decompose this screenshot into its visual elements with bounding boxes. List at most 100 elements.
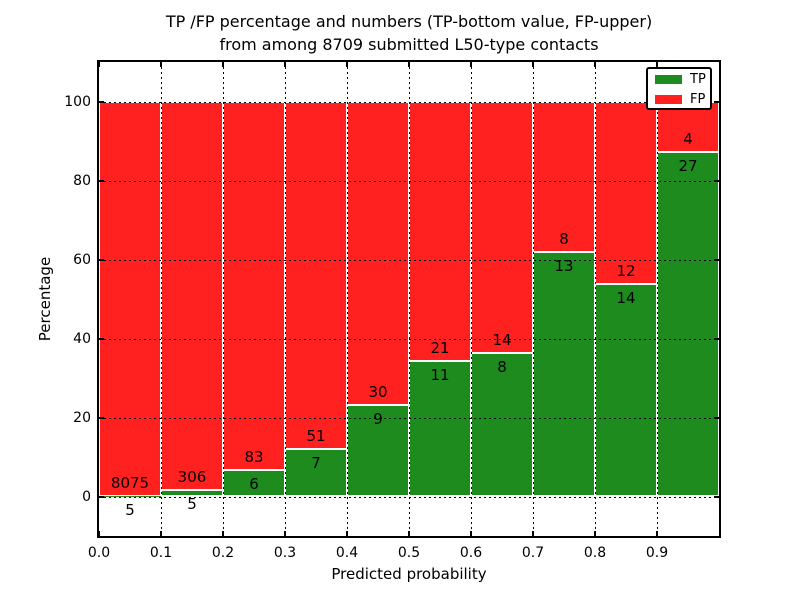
bar-tp-segment bbox=[595, 283, 657, 497]
x-tick-label: 0.2 bbox=[211, 545, 235, 561]
x-tick-mark-bottom bbox=[98, 531, 100, 536]
x-tick-label: 0.5 bbox=[397, 545, 421, 561]
x-tick-mark-top bbox=[594, 62, 596, 67]
x-tick-label: 0.8 bbox=[583, 545, 607, 561]
fp-color-swatch bbox=[655, 95, 682, 104]
bar-fp-segment bbox=[595, 101, 657, 284]
bar-tp-segment bbox=[347, 405, 409, 497]
x-tick-mark-top bbox=[532, 62, 534, 67]
fp-count-label: 12 bbox=[616, 261, 636, 280]
x-tick-mark-top bbox=[408, 62, 410, 67]
fp-count-label: 8 bbox=[559, 229, 569, 248]
x-gridline bbox=[657, 62, 658, 536]
tp-count-label: 13 bbox=[554, 256, 574, 275]
x-tick-mark-bottom bbox=[346, 531, 348, 536]
bar-fp-segment bbox=[161, 101, 223, 491]
fp-count-label: 8075 bbox=[110, 474, 150, 493]
tp-count-label: 5 bbox=[125, 501, 135, 520]
tp-count-label: 7 bbox=[311, 453, 321, 472]
y-tick-mark-left bbox=[99, 416, 104, 419]
plot-area: TP FP 8075 5 306 5 83 6 51 7 30 9 21 11 14 8 8 13 12 14 4 2… bbox=[97, 60, 721, 538]
y-tick-mark-left bbox=[99, 258, 104, 261]
x-tick-label: 0.9 bbox=[645, 545, 669, 561]
bar-tp-segment bbox=[223, 469, 285, 497]
y-tick-mark-left bbox=[99, 179, 104, 182]
tp-count-label: 27 bbox=[678, 157, 698, 176]
x-gridline bbox=[285, 62, 286, 536]
y-tick-mark-left bbox=[99, 495, 104, 498]
legend-item-tp: TP bbox=[648, 70, 710, 89]
chart-title-line2: from among 8709 submitted L50-type conta… bbox=[219, 35, 599, 54]
fp-count-label: 51 bbox=[306, 426, 326, 445]
x-tick-mark-top bbox=[222, 62, 224, 67]
y-tick-mark-right bbox=[714, 179, 719, 182]
bar-fp-segment bbox=[347, 101, 409, 406]
x-tick-label: 0.7 bbox=[521, 545, 545, 561]
tp-count-label: 11 bbox=[430, 365, 450, 384]
y-tick-label: 100 bbox=[64, 93, 91, 110]
x-tick-mark-bottom bbox=[656, 531, 658, 536]
y-tick-mark-right bbox=[714, 495, 719, 498]
bar-tp-segment bbox=[657, 152, 719, 497]
y-tick-label: 20 bbox=[73, 409, 91, 426]
x-tick-label: 0.6 bbox=[459, 545, 483, 561]
y-tick-label: 80 bbox=[73, 172, 91, 189]
bar-tp-segment bbox=[409, 360, 471, 497]
x-gridline bbox=[471, 62, 472, 536]
tp-color-swatch bbox=[655, 75, 682, 84]
y-tick-mark-right bbox=[714, 100, 719, 103]
x-gridline bbox=[533, 62, 534, 536]
x-tick-label: 0.3 bbox=[273, 545, 297, 561]
y-tick-mark-right bbox=[714, 416, 719, 419]
legend: TP FP bbox=[646, 67, 712, 110]
y-axis-label: Percentage bbox=[36, 256, 54, 342]
fp-count-label: 83 bbox=[244, 447, 264, 466]
y-tick-label: 0 bbox=[82, 488, 91, 505]
x-tick-mark-bottom bbox=[408, 531, 410, 536]
fp-count-label: 14 bbox=[492, 330, 512, 349]
bar-tp-segment bbox=[285, 448, 347, 497]
x-gridline bbox=[409, 62, 410, 536]
y-tick-mark-left bbox=[99, 100, 104, 103]
x-tick-mark-top bbox=[284, 62, 286, 67]
x-tick-mark-top bbox=[98, 62, 100, 67]
x-tick-mark-top bbox=[346, 62, 348, 67]
bar-fp-segment bbox=[285, 101, 347, 449]
tp-count-label: 14 bbox=[616, 288, 636, 307]
legend-label-tp: TP bbox=[690, 72, 706, 87]
fp-count-label: 4 bbox=[683, 130, 693, 149]
bar-fp-segment bbox=[533, 101, 595, 252]
y-tick-mark-left bbox=[99, 337, 104, 340]
tp-count-label: 9 bbox=[373, 410, 383, 429]
x-gridline bbox=[161, 62, 162, 536]
bar-fp-segment bbox=[223, 101, 285, 470]
fp-count-label: 30 bbox=[368, 383, 388, 402]
tp-count-label: 8 bbox=[497, 357, 507, 376]
y-tick-label: 40 bbox=[73, 330, 91, 347]
x-tick-mark-top bbox=[470, 62, 472, 67]
x-gridline bbox=[223, 62, 224, 536]
y-tick-mark-right bbox=[714, 258, 719, 261]
x-tick-mark-top bbox=[160, 62, 162, 67]
tp-count-label: 6 bbox=[249, 474, 259, 493]
x-tick-mark-bottom bbox=[160, 531, 162, 536]
bar-fp-segment bbox=[409, 101, 471, 361]
x-tick-mark-bottom bbox=[594, 531, 596, 536]
x-tick-label: 0.1 bbox=[149, 545, 173, 561]
x-gridline bbox=[347, 62, 348, 536]
fp-count-label: 306 bbox=[177, 468, 207, 487]
x-tick-mark-bottom bbox=[532, 531, 534, 536]
bar-fp-segment bbox=[99, 101, 161, 497]
bar-tp-segment bbox=[533, 251, 595, 497]
x-axis-label: Predicted probability bbox=[331, 565, 487, 583]
legend-item-fp: FP bbox=[648, 90, 710, 109]
fp-count-label: 21 bbox=[430, 338, 450, 357]
x-gridline bbox=[595, 62, 596, 536]
y-tick-mark-right bbox=[714, 337, 719, 340]
x-tick-mark-bottom bbox=[222, 531, 224, 536]
chart-title: TP /FP percentage and numbers (TP-bottom… bbox=[97, 10, 721, 56]
bar-tp-segment bbox=[471, 352, 533, 497]
x-tick-label: 0.0 bbox=[87, 545, 111, 561]
x-tick-mark-bottom bbox=[284, 531, 286, 536]
